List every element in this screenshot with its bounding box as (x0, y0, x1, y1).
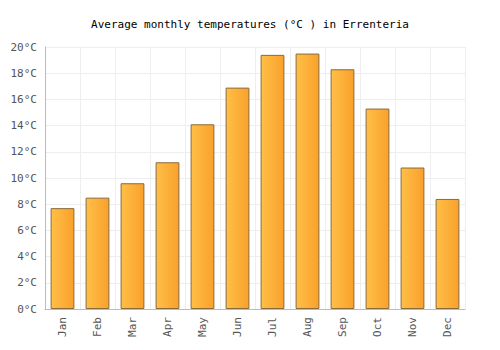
svg-text:Average monthly temperatures (: Average monthly temperatures (°C ) in Er… (91, 18, 409, 31)
svg-text:Jun: Jun (231, 317, 244, 337)
svg-text:Jan: Jan (56, 317, 69, 337)
svg-text:14°C: 14°C (11, 119, 38, 132)
svg-text:Apr: Apr (161, 317, 174, 337)
svg-text:2°C: 2°C (17, 276, 37, 289)
svg-text:Jul: Jul (266, 317, 279, 337)
svg-text:8°C: 8°C (17, 198, 37, 211)
svg-text:16°C: 16°C (11, 93, 38, 106)
svg-text:Sep: Sep (336, 317, 349, 337)
svg-text:Mar: Mar (126, 317, 139, 337)
svg-text:Feb: Feb (91, 317, 104, 337)
svg-text:4°C: 4°C (17, 250, 37, 263)
svg-text:10°C: 10°C (11, 172, 38, 185)
svg-text:0°C: 0°C (17, 303, 37, 316)
svg-text:Nov: Nov (406, 317, 419, 337)
svg-text:18°C: 18°C (11, 67, 38, 80)
svg-text:Oct: Oct (371, 317, 384, 337)
svg-text:Dec: Dec (441, 317, 454, 337)
svg-text:6°C: 6°C (17, 224, 37, 237)
svg-text:Aug: Aug (301, 317, 314, 337)
svg-text:12°C: 12°C (11, 145, 38, 158)
svg-text:20°C: 20°C (11, 41, 38, 54)
svg-text:May: May (196, 317, 209, 337)
